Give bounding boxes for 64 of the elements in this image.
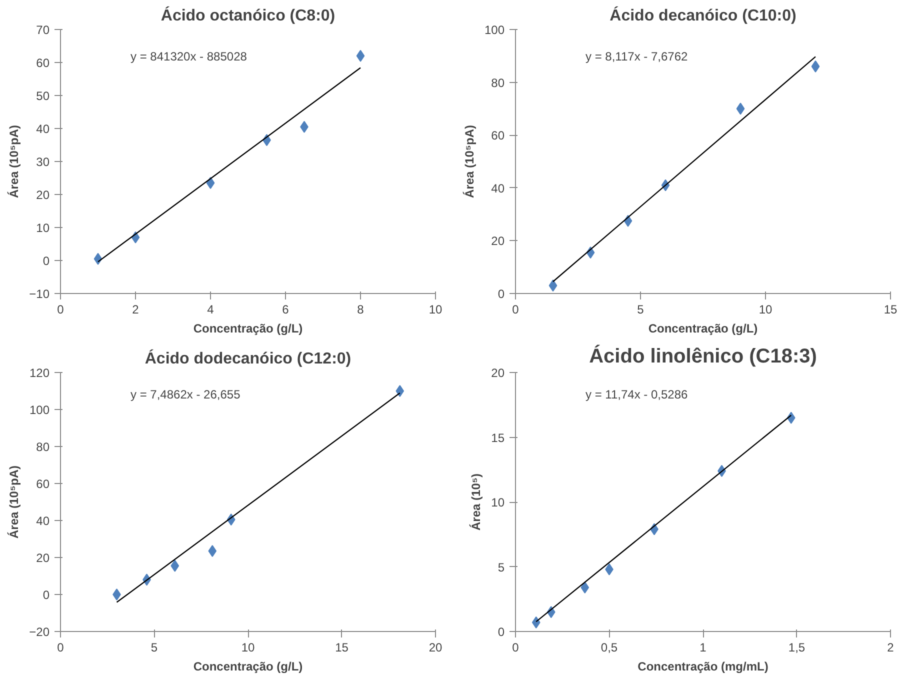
y-axis-title: Área (10⁵pA) bbox=[7, 124, 22, 198]
y-tick-label: 10 bbox=[36, 221, 50, 235]
x-tick-label: 0 bbox=[512, 302, 520, 316]
x-tick-label: 4 bbox=[207, 302, 214, 316]
x-tick-label: 5 bbox=[150, 640, 158, 654]
y-tick-label: 100 bbox=[484, 23, 505, 37]
y-tick-label: 20 bbox=[491, 366, 505, 380]
y-tick-label: 20 bbox=[36, 551, 50, 565]
x-tick-label: 10 bbox=[428, 302, 442, 316]
x-tick-label: 5 bbox=[637, 302, 644, 316]
y-tick-label: 20 bbox=[36, 188, 50, 202]
x-tick-label: 1 bbox=[700, 640, 707, 654]
y-tick-label: 0 bbox=[42, 254, 50, 268]
y-axis-title: Área (10⁵) bbox=[469, 473, 484, 530]
x-axis-title: Concentração (mg/mL) bbox=[638, 660, 768, 674]
y-tick-label: 15 bbox=[491, 430, 505, 445]
y-tick-label: 40 bbox=[491, 181, 505, 196]
x-axis-title: Concentração (g/L) bbox=[193, 660, 303, 674]
y-tick-label: 60 bbox=[36, 477, 50, 491]
y-tick-label: 80 bbox=[36, 440, 50, 454]
x-tick-label: 15 bbox=[335, 640, 349, 654]
y-tick-label: 100 bbox=[29, 403, 50, 417]
y-tick-label: 30 bbox=[36, 155, 50, 169]
chart-title: Ácido dodecanóico (C12:0) bbox=[144, 348, 352, 368]
x-tick-label: 15 bbox=[884, 302, 898, 316]
x-tick-label: 0,5 bbox=[600, 640, 618, 654]
x-tick-label: 0 bbox=[57, 302, 64, 316]
y-tick-label: 20 bbox=[491, 234, 505, 248]
x-tick-label: 8 bbox=[357, 302, 364, 316]
x-tick-label: 2 bbox=[132, 302, 140, 316]
annotation: y = 841320x - 885028 bbox=[130, 50, 248, 64]
x-tick-label: 20 bbox=[428, 640, 442, 654]
chart-title: Ácido linolênico (C18:3) bbox=[589, 344, 817, 368]
annotation: y = 11,74x - 0,5286 bbox=[586, 388, 688, 402]
x-tick-label: 1,5 bbox=[788, 640, 806, 654]
y-tick-label: 60 bbox=[491, 128, 505, 143]
y-tick-label: 0 bbox=[42, 588, 50, 602]
chart-title: Ácido octanóico (C8:0) bbox=[160, 6, 336, 24]
x-tick-label: 10 bbox=[241, 640, 255, 654]
y-tick-label: 10 bbox=[491, 496, 505, 510]
chart-title: Ácido decanóico (C10:0) bbox=[610, 6, 796, 24]
x-axis-title: Concentração (g/L) bbox=[648, 322, 758, 336]
y-tick-label: −20 bbox=[29, 625, 50, 639]
y-tick-label: 40 bbox=[36, 122, 50, 136]
y-tick-label: 5 bbox=[498, 560, 505, 574]
y-tick-label: 70 bbox=[36, 23, 50, 37]
y-axis-title: Área (10⁵pA) bbox=[7, 465, 22, 538]
y-tick-label: 40 bbox=[36, 514, 50, 528]
annotation: y = 7,4862x - 26,655 bbox=[130, 388, 241, 402]
x-tick-label: 10 bbox=[758, 302, 772, 316]
x-tick-label: 0 bbox=[512, 640, 520, 654]
x-axis-title: Concentração (g/L) bbox=[193, 322, 303, 336]
y-tick-label: 60 bbox=[36, 56, 50, 70]
y-tick-label: 120 bbox=[29, 366, 50, 380]
x-tick-label: 0 bbox=[57, 640, 64, 654]
y-tick-label: 0 bbox=[498, 625, 505, 639]
y-tick-label: −10 bbox=[29, 287, 50, 301]
x-tick-label: 2 bbox=[887, 640, 894, 654]
y-tick-label: 50 bbox=[36, 89, 50, 103]
x-tick-label: 6 bbox=[282, 302, 290, 316]
y-tick-label: 0 bbox=[498, 287, 505, 301]
y-tick-label: 80 bbox=[491, 76, 505, 90]
annotation: y = 8,117x - 7,6762 bbox=[586, 50, 688, 64]
y-axis-title: Área (10⁵pA) bbox=[462, 124, 476, 198]
